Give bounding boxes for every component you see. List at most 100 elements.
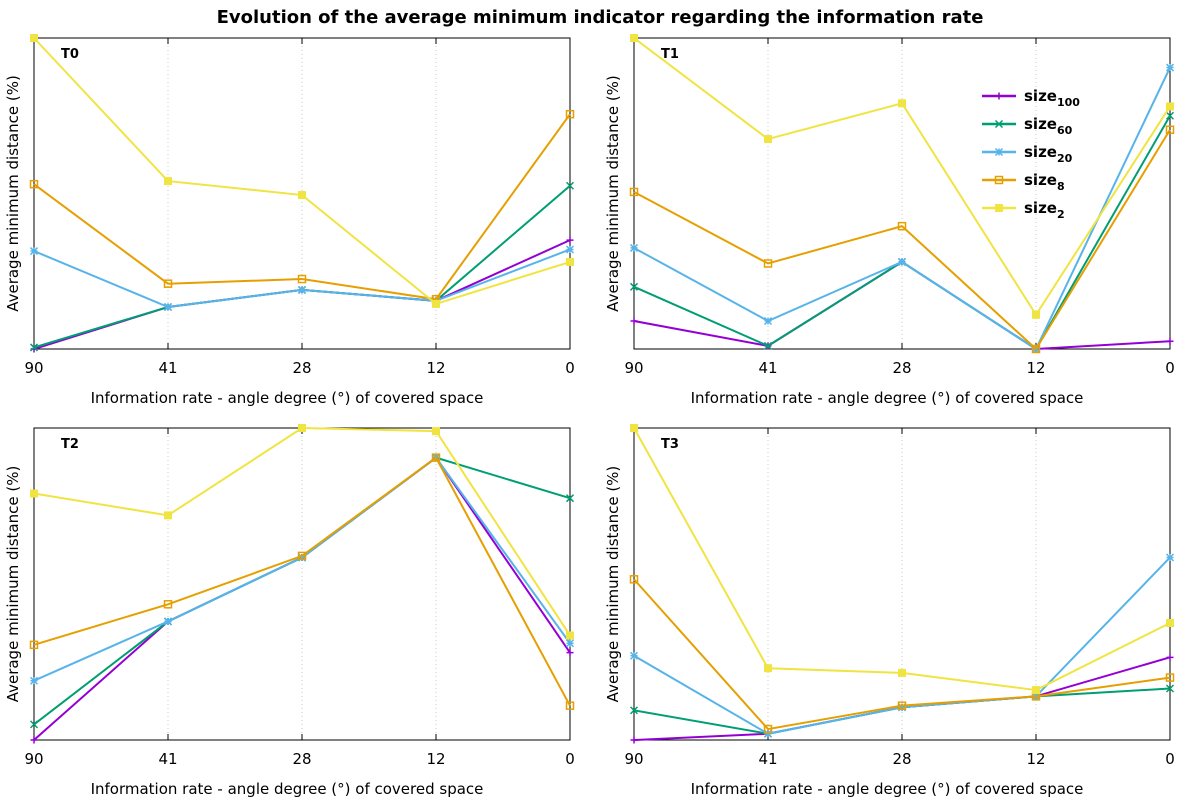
data-point-size20 (763, 316, 773, 326)
data-point-size2 (1166, 619, 1174, 627)
data-point-size2 (1032, 310, 1040, 319)
data-point-size2 (630, 34, 638, 42)
x-tick-label: 28 (892, 359, 911, 377)
x-tick-label: 90 (624, 359, 643, 377)
legend-marker (994, 119, 1004, 129)
panel-t0: 90 41 28 12 0 Information rate - angle degree… (4, 34, 575, 407)
series-size2 (630, 34, 1174, 319)
series-line-size8 (33, 456, 571, 707)
legend-label: size8 (1024, 171, 1065, 193)
x-tick-label: 41 (758, 750, 777, 768)
legend-label: size60 (1024, 115, 1073, 137)
data-point-size2 (298, 424, 306, 432)
data-point-size100 (30, 736, 38, 744)
data-point-size8 (1031, 344, 1041, 354)
data-point-size2 (566, 631, 574, 640)
data-point-size20 (897, 257, 907, 266)
data-point-size2 (432, 299, 440, 308)
x-tick-label: 0 (1165, 750, 1175, 768)
data-point-size2 (164, 511, 172, 520)
legend-label: size100 (1024, 87, 1080, 109)
data-point-size60 (565, 181, 575, 190)
data-point-size8 (763, 259, 773, 268)
x-tick-label: 90 (24, 750, 43, 768)
data-point-size8 (431, 453, 441, 462)
data-point-size20 (1165, 63, 1175, 72)
data-point-size2 (898, 99, 906, 108)
data-point-size8 (897, 221, 907, 231)
data-point-size8 (297, 274, 307, 284)
series-line-size8 (633, 129, 1171, 351)
data-point-size2 (30, 489, 38, 498)
y-axis-label: Average minimum distance (%) (604, 75, 622, 312)
data-point-size2 (566, 257, 574, 266)
data-point-size60 (29, 720, 39, 729)
panel-label: T0 (61, 47, 79, 62)
x-tick-label: 28 (892, 750, 911, 768)
data-point-size8 (297, 551, 307, 561)
y-axis-label: Average minimum distance (%) (4, 466, 22, 703)
data-point-size20 (297, 285, 307, 294)
data-point-size2 (764, 664, 772, 673)
data-point-size20 (29, 247, 39, 256)
x-tick-label: 0 (1165, 359, 1175, 377)
x-tick-label: 12 (1026, 359, 1045, 377)
series-line-size60 (633, 687, 1171, 735)
data-point-size60 (565, 494, 575, 503)
y-axis-label: Average minimum distance (%) (4, 75, 22, 312)
data-point-size2 (1032, 686, 1040, 695)
legend-label: size2 (1024, 199, 1065, 221)
data-point-size20 (629, 651, 639, 660)
data-point-size8 (565, 109, 575, 119)
legend-item-size100: size100 (982, 87, 1080, 109)
legend-marker (994, 147, 1004, 157)
data-point-size2 (764, 135, 772, 144)
data-point-size8 (629, 575, 639, 584)
series-size8 (629, 575, 1175, 734)
panel-t3: 90 41 28 12 0 Information rate - angle degree… (604, 424, 1175, 798)
data-point-size60 (29, 343, 39, 352)
series-line-size8 (33, 113, 571, 301)
series-line-size2 (633, 37, 1171, 317)
legend-label: size20 (1024, 143, 1073, 165)
data-point-size20 (1165, 553, 1175, 562)
data-point-size8 (565, 701, 575, 710)
series-line-size100 (33, 456, 571, 741)
chart-title: Evolution of the average minimum indicat… (216, 7, 984, 28)
data-point-size60 (629, 282, 639, 291)
data-point-size8 (629, 187, 639, 197)
x-axis-label: Information rate - angle degree (°) of c… (691, 389, 1084, 407)
data-point-size8 (29, 179, 39, 189)
legend-marker (994, 175, 1004, 185)
data-point-size20 (163, 617, 173, 626)
data-point-size2 (630, 424, 638, 432)
data-point-size100 (630, 317, 638, 325)
data-point-size8 (29, 640, 39, 650)
x-tick-label: 41 (758, 359, 777, 377)
legend-item-size60: size60 (982, 115, 1073, 137)
data-point-size2 (298, 191, 306, 200)
data-point-size100 (566, 236, 574, 244)
data-point-size8 (163, 600, 173, 609)
series-size20 (629, 553, 1175, 738)
series-size60 (29, 453, 575, 729)
x-tick-label: 0 (565, 750, 575, 768)
data-point-size8 (1165, 125, 1175, 134)
series-size2 (30, 34, 574, 308)
data-point-size2 (432, 427, 440, 436)
series-line-size2 (633, 427, 1171, 692)
legend-item-size2: size2 (982, 199, 1065, 221)
data-point-size60 (629, 706, 639, 715)
data-point-size100 (566, 649, 574, 657)
x-axis-label: Information rate - angle degree (°) of c… (91, 780, 484, 798)
series-size8 (629, 125, 1175, 354)
legend: size100 size60 size20 size8 size2 (982, 87, 1080, 221)
x-tick-label: 28 (292, 359, 311, 377)
data-point-size100 (1166, 337, 1174, 345)
x-tick-label: 28 (292, 750, 311, 768)
data-point-size20 (163, 302, 173, 312)
data-point-size2 (898, 668, 906, 677)
y-axis-label: Average minimum distance (%) (604, 466, 622, 703)
x-tick-label: 12 (426, 359, 445, 377)
